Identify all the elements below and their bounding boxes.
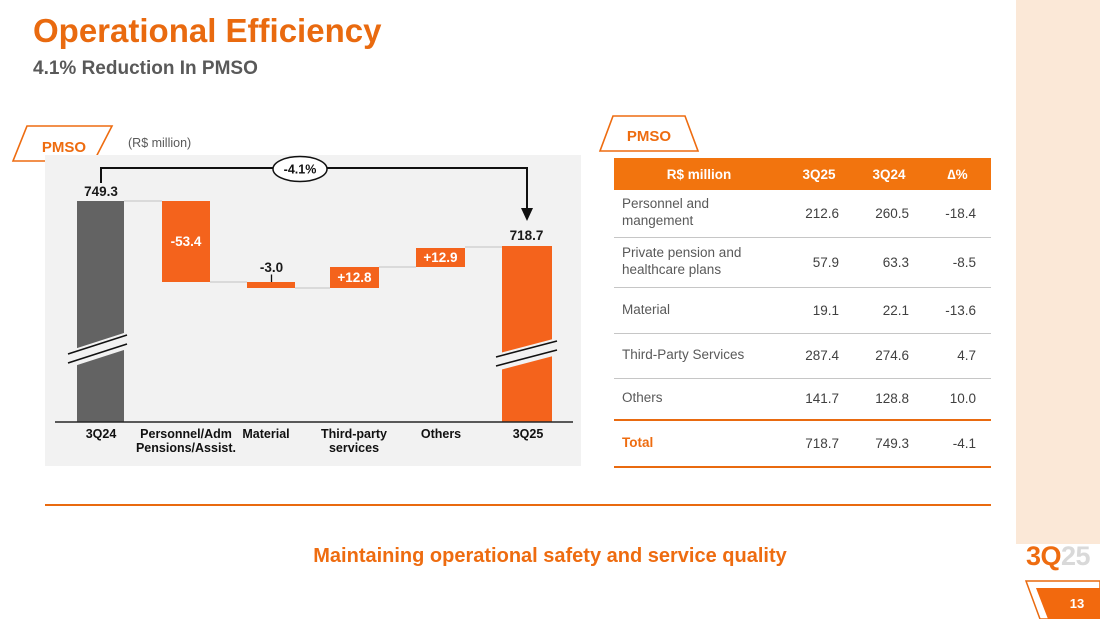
- row-3q24-value: 128.8: [875, 391, 909, 407]
- x-axis-label-personnel: Personnel/Adm Pensions/Assist.: [135, 427, 237, 456]
- table-row: Others 141.7 128.8 10.0: [614, 378, 991, 420]
- row-3q24-value: 260.5: [875, 205, 909, 221]
- bar-3q25: [502, 246, 552, 422]
- table-header-delta: ∆%: [924, 158, 991, 190]
- row-label: Material: [622, 301, 671, 317]
- row-delta-value: -8.5: [952, 254, 976, 270]
- bar-others: [416, 248, 465, 267]
- row-3q25-value: 212.6: [805, 205, 839, 221]
- row-3q24-value: 22.1: [882, 302, 909, 318]
- table-row: Private pension and healthcare plans 57.…: [614, 237, 991, 287]
- row-3q25-value: 141.7: [805, 391, 839, 407]
- total-label: Total: [622, 435, 654, 451]
- bar-label-others: +12.9: [423, 250, 457, 265]
- waterfall-chart: -4.1% 749.3 -53.4 -3.0 +12.8 +12.9 718.7…: [45, 155, 581, 466]
- change-annotation: -4.1%: [284, 163, 317, 177]
- total-delta-value: -4.1: [952, 436, 976, 451]
- table-header-row: R$ million 3Q25 3Q24 ∆%: [614, 158, 991, 190]
- row-label: Others: [622, 390, 663, 406]
- table-row: Material 19.1 22.1 -13.6: [614, 287, 991, 333]
- change-bracket: -4.1%: [100, 155, 533, 221]
- x-axis-label-others: Others: [420, 427, 462, 441]
- arrow-down-icon: [521, 208, 533, 221]
- x-axis-label-material: Material: [242, 427, 290, 441]
- pmso-table: R$ million 3Q25 3Q24 ∆% Personnel and ma…: [614, 158, 991, 468]
- row-delta-value: -13.6: [945, 302, 976, 318]
- page-subtitle: 4.1% Reduction In PMSO: [33, 58, 258, 79]
- table-header-3q24: 3Q24: [854, 158, 924, 190]
- row-delta-value: -18.4: [945, 205, 976, 221]
- bar-label-3q25: 718.7: [510, 228, 544, 243]
- row-3q25-value: 19.1: [812, 302, 839, 318]
- bar-label-material: -3.0: [260, 260, 283, 275]
- chart-unit-label: (R$ million): [128, 136, 192, 150]
- table-row: Personnel and mangement 212.6 260.5 -18.…: [614, 190, 991, 237]
- row-3q25-value: 287.4: [805, 348, 839, 363]
- x-axis-label-thirdparty: Third-party services: [321, 427, 387, 456]
- row-3q24-value: 63.3: [882, 254, 909, 270]
- total-3q24-value: 749.3: [875, 436, 909, 451]
- row-3q25-value: 57.9: [812, 254, 839, 270]
- bar-thirdparty: [330, 267, 379, 288]
- pmso-table-badge-label: PMSO: [627, 128, 672, 145]
- total-3q25-value: 718.7: [805, 436, 839, 451]
- x-axis-label-3q24: 3Q24: [85, 427, 117, 441]
- quarter-label: 3Q25: [1026, 541, 1091, 572]
- x-axis-label-3q25: 3Q25: [512, 427, 544, 441]
- bar-label-thirdparty: +12.8: [337, 270, 372, 285]
- row-label: Personnel and mangement: [622, 196, 710, 229]
- pmso-table-badge: PMSO: [598, 115, 700, 152]
- page-title: Operational Efficiency: [33, 12, 382, 49]
- brand-strip: [1016, 0, 1100, 544]
- row-label: Private pension and healthcare plans: [622, 245, 742, 277]
- quarter-prefix: 3Q: [1026, 541, 1062, 571]
- table-header-rs-million: R$ million: [614, 158, 784, 190]
- eletrobras-logo-icon: [11, 9, 75, 65]
- table-row: Third-Party Services 287.4 274.6 4.7: [614, 333, 991, 378]
- bar-material: [247, 282, 295, 288]
- bar-label-personnel: -53.4: [171, 234, 202, 249]
- bar-3q24: [77, 201, 124, 422]
- row-label: Third-Party Services: [622, 347, 745, 363]
- row-3q24-value: 274.6: [875, 348, 909, 363]
- quarter-suffix: 25: [1061, 541, 1091, 571]
- axis-break-marks: [67, 332, 558, 371]
- bar-personnel: [162, 201, 210, 282]
- row-delta-value: 4.7: [957, 348, 976, 363]
- page-number-badge: 13: [1024, 580, 1100, 619]
- table-header-3q25: 3Q25: [784, 158, 854, 190]
- footer-divider: [45, 504, 991, 506]
- bar-label-3q24: 749.3: [84, 184, 118, 199]
- page-number: 13: [1070, 596, 1084, 611]
- row-delta-value: 10.0: [949, 391, 976, 407]
- pmso-chart-badge-label: PMSO: [42, 139, 87, 156]
- table-total-row: Total 718.7 749.3 -4.1: [614, 420, 991, 467]
- waterfall-plot: -4.1% 749.3 -53.4 -3.0 +12.8 +12.9 718.7: [55, 155, 573, 423]
- footer-message: Maintaining operational safety and servi…: [313, 545, 787, 567]
